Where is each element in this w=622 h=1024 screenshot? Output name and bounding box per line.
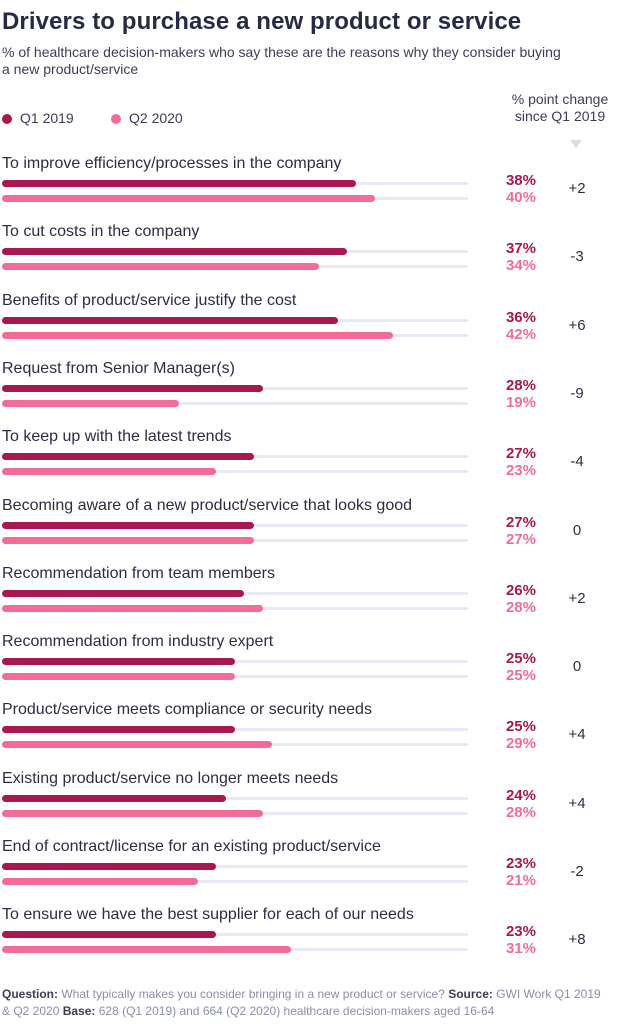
category-label: End of contract/license for an existing …	[2, 838, 381, 855]
bar-q2-2020	[2, 809, 263, 817]
value-label-q2: 25%	[505, 667, 536, 685]
bar-q2-2020	[2, 604, 263, 612]
footer-base-label: Base:	[62, 1004, 96, 1018]
point-change-value: +2	[568, 589, 586, 607]
category-label: Benefits of product/service justify the …	[2, 291, 297, 309]
bar-q1-2019	[2, 863, 217, 870]
legend-label-q2: Q2 2020	[129, 110, 183, 126]
bar-q1-2019	[2, 453, 254, 461]
value-label-q1: 25%	[505, 718, 536, 736]
legend-item-q1-2019: Q1 2019	[2, 110, 74, 126]
bar-track	[2, 728, 468, 732]
value-label-q1: 23%	[505, 855, 536, 872]
legend-label-q1: Q1 2019	[20, 110, 74, 126]
value-label-q1: 26%	[505, 581, 536, 599]
legend-dot-q2-icon	[111, 114, 121, 124]
point-change-header: % point change since Q1 2019	[511, 91, 609, 124]
category-label: To keep up with the latest trends	[2, 428, 232, 446]
value-label-q1: 38%	[505, 172, 536, 189]
point-change-value: -4	[570, 453, 584, 471]
bar-q2-2020	[2, 741, 273, 749]
point-change-value: +4	[568, 726, 586, 744]
bar-q2-2020	[2, 536, 254, 544]
value-label-q2: 28%	[505, 803, 536, 821]
point-change-value: 0	[572, 521, 582, 539]
value-label-q2: 29%	[505, 735, 536, 753]
bar-q1-2019	[2, 658, 235, 666]
category-label: To improve efficiency/processes in the c…	[2, 155, 342, 172]
value-label-q1: 27%	[505, 445, 536, 463]
value-label-q2: 42%	[505, 325, 536, 343]
bar-q1-2019	[2, 794, 226, 802]
chart-subtitle: % of healthcare decision-makers who say …	[2, 44, 561, 77]
category-label: Product/service meets compliance or secu…	[2, 701, 372, 719]
value-label-q1: 25%	[505, 650, 536, 668]
point-change-value: +4	[568, 794, 586, 812]
value-label-q2: 23%	[505, 462, 536, 480]
bar-track	[2, 470, 468, 474]
bar-track	[2, 675, 468, 679]
point-change-value: -9	[570, 384, 584, 402]
bar-track	[2, 933, 468, 937]
down-arrow-icon	[570, 140, 582, 148]
footer-source-label: Source:	[448, 987, 493, 1001]
bar-q1-2019	[2, 589, 245, 597]
bar-q2-2020	[2, 331, 394, 339]
bar-q1-2019	[2, 384, 263, 392]
footer-question-label: Question:	[2, 987, 58, 1001]
bar-track	[2, 865, 468, 868]
bar-q2-2020	[2, 195, 375, 202]
category-label: To ensure we have the best supplier for …	[2, 906, 414, 924]
chart-title: Drivers to purchase a new product or ser…	[2, 8, 522, 35]
bar-q1-2019	[2, 726, 235, 734]
footer-base-text: 628 (Q1 2019) and 664 (Q2 2020) healthca…	[95, 1004, 495, 1018]
point-change-value: +2	[568, 180, 586, 197]
bar-q1-2019	[2, 180, 357, 187]
value-label-q1: 23%	[505, 923, 536, 941]
bar-q2-2020	[2, 878, 198, 885]
value-label-q2: 28%	[505, 598, 536, 616]
bar-track	[2, 880, 468, 883]
chart-footer: Question: What typically makes you consi…	[2, 986, 602, 1020]
bar-q1-2019	[2, 521, 254, 529]
category-label: To cut costs in the company	[2, 223, 200, 241]
point-change-value: +6	[568, 316, 586, 334]
value-label-q1: 36%	[505, 308, 536, 326]
value-label-q2: 27%	[505, 530, 536, 548]
value-label-q2: 34%	[505, 257, 536, 275]
value-label-q1: 24%	[505, 786, 536, 804]
bar-q2-2020	[2, 468, 217, 476]
value-label-q2: 21%	[505, 872, 536, 889]
legend-item-q2-2020: Q2 2020	[111, 110, 183, 126]
category-label: Recommendation from industry expert	[2, 633, 274, 651]
point-change-value: +8	[568, 931, 586, 949]
point-change-value: -3	[570, 248, 584, 266]
footer-question-text: What typically makes you consider bringi…	[58, 987, 449, 1001]
category-label: Recommendation from team members	[2, 564, 275, 582]
value-label-q2: 19%	[505, 393, 536, 411]
bar-q1-2019	[2, 316, 338, 324]
category-label: Becoming aware of a new product/service …	[2, 496, 413, 514]
value-label-q1: 27%	[505, 513, 536, 531]
legend-dot-q1-icon	[2, 114, 12, 124]
point-change-value: -2	[570, 863, 584, 880]
bar-track	[2, 660, 468, 664]
bar-q2-2020	[2, 399, 180, 407]
footer-source-text: GWI Work Q1 2019 & Q2 2020	[2, 987, 601, 1018]
point-change-value: 0	[572, 658, 582, 676]
bar-q2-2020	[2, 946, 291, 954]
value-label-q2: 31%	[505, 940, 536, 958]
bar-q2-2020	[2, 673, 235, 681]
value-label-q1: 37%	[505, 240, 536, 258]
bar-q2-2020	[2, 263, 319, 271]
bar-track	[2, 796, 468, 800]
value-label-q2: 40%	[505, 189, 536, 206]
category-label: Request from Senior Manager(s)	[2, 359, 235, 377]
bar-track	[2, 401, 468, 405]
bar-q1-2019	[2, 248, 347, 256]
category-label: Existing product/service no longer meets…	[2, 769, 339, 787]
bar-q1-2019	[2, 931, 217, 939]
value-label-q1: 28%	[505, 376, 536, 394]
